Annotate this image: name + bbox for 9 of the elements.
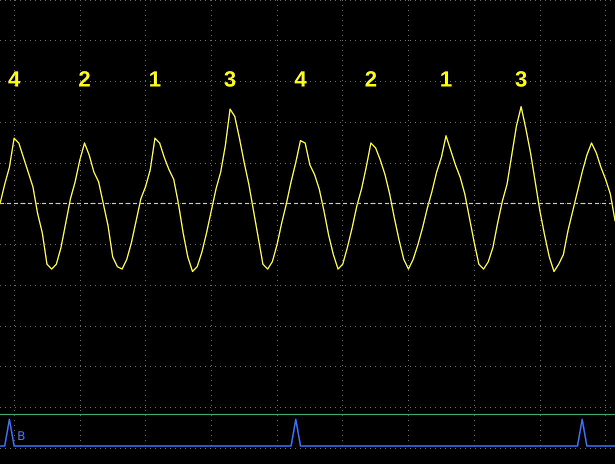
- text: 1: [148, 66, 162, 92]
- text: 1: [440, 66, 452, 92]
- text: 3: [224, 66, 236, 92]
- text: 3: [514, 66, 528, 92]
- text: 4: [294, 66, 308, 92]
- series-label: B: [17, 429, 26, 444]
- text: 2: [364, 66, 378, 92]
- text: 4: [8, 66, 21, 92]
- text: 2: [78, 66, 91, 92]
